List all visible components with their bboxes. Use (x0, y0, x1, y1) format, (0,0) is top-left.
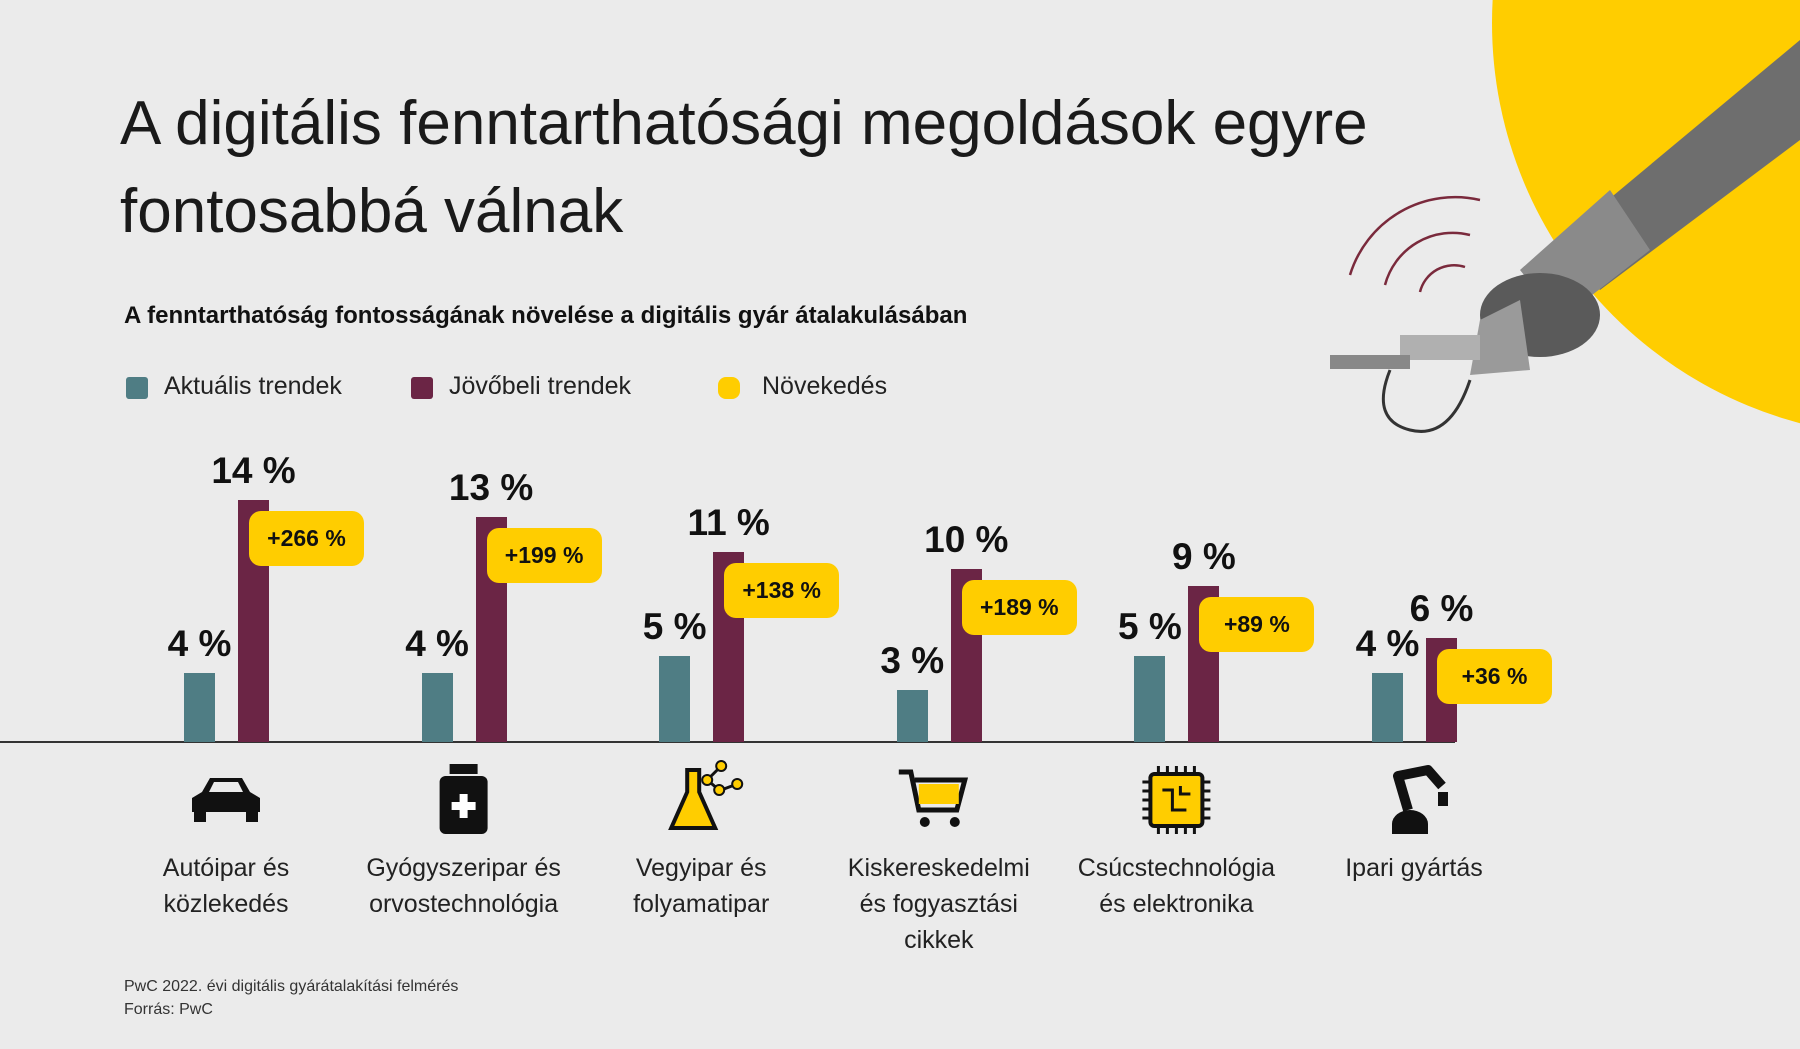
growth-badge: +266 % (249, 511, 364, 566)
growth-badge: +89 % (1199, 597, 1315, 653)
value-label: 11 % (687, 501, 770, 543)
legend-label: Aktuális trendek (164, 372, 342, 400)
value-label: 4 % (405, 622, 469, 664)
legend-swatch (718, 377, 740, 399)
category-icon (192, 778, 260, 822)
growth-badge: +36 % (1437, 649, 1552, 705)
x-tick-label: Gyógyszeripar és orvostechnológia (366, 854, 561, 918)
legend-label: Jövőbeli trendek (449, 372, 632, 400)
note: PwC 2022. évi digitális gyárátalakítási … (124, 978, 459, 995)
value-label: 3 % (880, 640, 945, 682)
growth-badge: +199 % (486, 528, 602, 584)
category-icon (439, 764, 488, 834)
bar (184, 672, 215, 742)
bar (659, 655, 691, 742)
note: Forrás: PwC (124, 1001, 213, 1018)
category-icon (668, 760, 744, 830)
value-label: 5 % (1118, 605, 1182, 647)
x-tick-label: Ipari gyártás (1345, 854, 1483, 882)
x-tick-label: Vegyipar és folyamatipar (633, 854, 770, 918)
value-label: 14 % (211, 450, 296, 491)
legend-swatch (126, 377, 148, 399)
bar (1372, 672, 1403, 742)
signal-waves (1348, 195, 1481, 293)
growth-badge: +189 % (961, 580, 1077, 636)
value-label: 9 % (1172, 536, 1236, 578)
x-tick-label: Kiskereskedelmi és fogyasztási cikkek (847, 854, 1030, 954)
value-label: 4 % (167, 622, 232, 664)
bar (421, 672, 453, 742)
bar (1134, 655, 1166, 742)
bar (896, 690, 928, 742)
value-label: 5 % (642, 605, 707, 647)
category-icon (1142, 766, 1211, 834)
category-icon (898, 769, 969, 827)
growth-badge: +138 % (724, 562, 840, 618)
chart-subtitle: A fenntarthatóság fontosságának növelése… (124, 302, 968, 329)
category-icon (1392, 765, 1448, 834)
value-label: 4 % (1355, 622, 1420, 664)
x-tick-label: Csúcstechnológia és elektronika (1077, 854, 1276, 918)
value-label: 10 % (924, 519, 1009, 561)
value-label: 6 % (1409, 588, 1474, 630)
chart-title: A digitális fenntarthatósági megoldások … (120, 89, 1368, 246)
robot-arm (1330, 40, 1800, 433)
x-tick-label: Autóipar és közlekedés (162, 854, 290, 918)
value-label: 13 % (448, 467, 534, 509)
legend-label: Növekedés (762, 372, 888, 400)
legend-swatch (411, 377, 433, 399)
